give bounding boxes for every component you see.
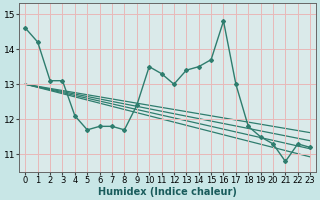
X-axis label: Humidex (Indice chaleur): Humidex (Indice chaleur) <box>98 187 237 197</box>
